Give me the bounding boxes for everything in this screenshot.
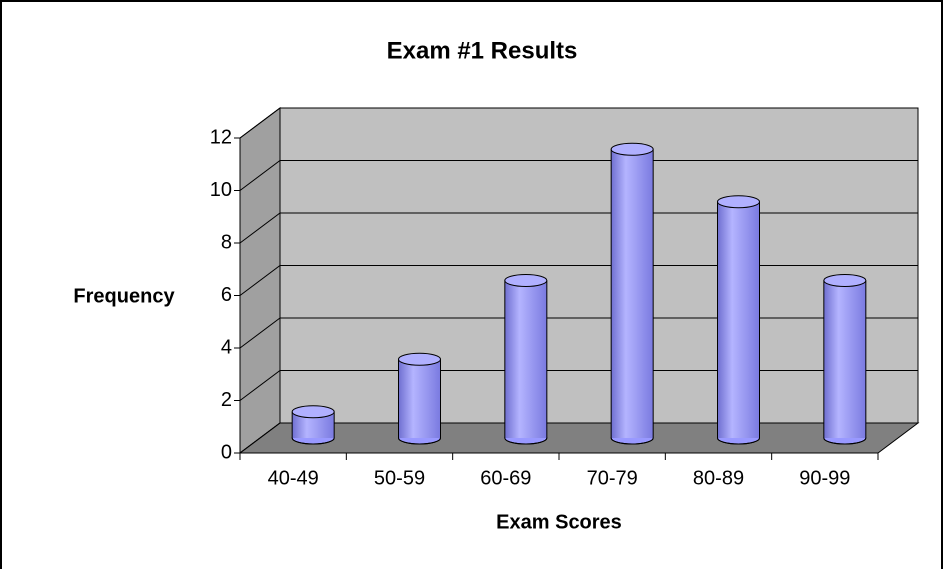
bar-bottom-edge [823, 437, 867, 445]
floor [238, 422, 920, 454]
bar-top [504, 274, 548, 287]
grid-line [239, 422, 918, 454]
x-tick-label: 50-59 [374, 467, 425, 489]
y-tick-label: 0 [221, 441, 232, 463]
bar-bottom-edge [717, 437, 760, 445]
grid-line [239, 265, 918, 296]
grid-line [239, 370, 918, 401]
x-tick-label: 90-99 [799, 467, 850, 489]
y-tick-label: 8 [221, 231, 232, 253]
bar-bottom-edge [291, 437, 335, 445]
bar-top [610, 142, 654, 156]
bar-top [398, 352, 441, 366]
y-tick-label: 10 [210, 179, 232, 201]
chart-title: Exam #1 Results [387, 37, 578, 64]
bar-bottom-edge [504, 437, 548, 445]
bar-top [823, 274, 867, 287]
y-axis-title: Frequency [73, 285, 175, 307]
bar-top [291, 405, 335, 419]
bar-top [717, 195, 760, 209]
y-tick-label: 12 [210, 126, 232, 148]
x-tick-label: 40-49 [268, 467, 319, 489]
bar [398, 359, 441, 438]
grid-line [239, 317, 918, 349]
bar [504, 280, 547, 438]
bar-bottom-edge [398, 437, 441, 445]
bar-bottom-edge [610, 437, 654, 445]
x-axis-title: Exam Scores [496, 511, 622, 533]
grid-line [239, 160, 918, 191]
x-tick-label: 80-89 [693, 467, 744, 489]
bar [717, 201, 760, 438]
grid-line [239, 212, 918, 244]
bar [823, 280, 866, 438]
bar [611, 149, 654, 438]
y-tick-label: 2 [221, 389, 232, 411]
y-tick-label: 6 [221, 284, 232, 306]
y-tick-label: 4 [221, 336, 232, 358]
grid-line [239, 107, 918, 139]
x-tick-label: 60-69 [480, 467, 531, 489]
x-tick-label: 70-79 [587, 467, 638, 489]
